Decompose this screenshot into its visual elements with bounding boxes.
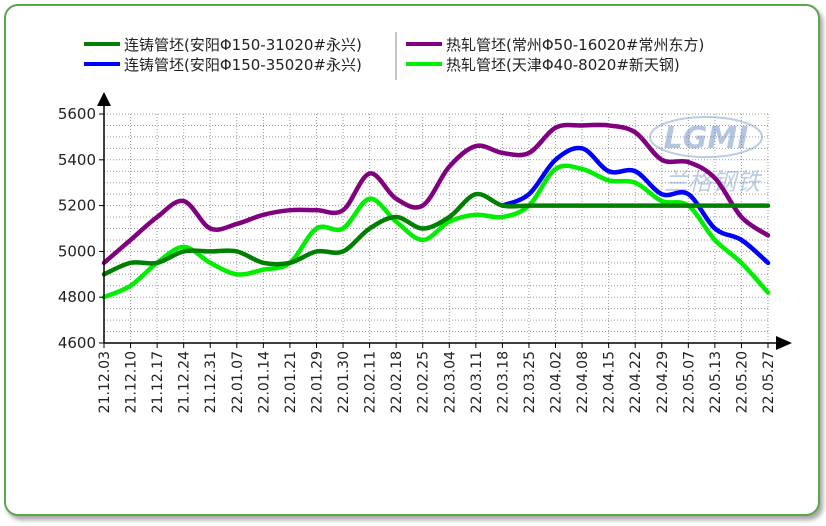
- y-tick-label: 4800: [58, 288, 96, 306]
- legend-item: 热轧管坯(常州Φ50-16020#常州东方): [406, 36, 704, 54]
- x-tick-label: 22.05.13: [708, 351, 724, 413]
- y-tick-label: 5600: [58, 105, 96, 123]
- x-tick-label: 22.02.18: [389, 351, 405, 413]
- x-tick-label: 22.05.27: [761, 351, 777, 413]
- x-tick-label: 22.03.18: [495, 351, 511, 413]
- series-lines: [101, 122, 771, 300]
- x-tick-label: 21.12.31: [203, 351, 219, 413]
- x-tick-label: 22.04.08: [575, 351, 591, 413]
- series-line: [101, 191, 771, 277]
- x-tick-label: 22.02.25: [416, 351, 432, 413]
- x-tick-label: 22.01.14: [256, 351, 272, 413]
- x-tick-label: 22.03.25: [522, 351, 538, 413]
- legend-item: 连铸管坯(安阳Φ150-35020#永兴): [84, 56, 362, 74]
- watermark: LGMI 兰格钢铁: [649, 116, 763, 196]
- y-tick-label: 5200: [58, 197, 96, 215]
- legend-item: 连铸管坯(安阳Φ150-31020#永兴): [84, 36, 362, 54]
- y-tick-label: 5400: [58, 151, 96, 169]
- y-tick-label: 4600: [58, 334, 96, 352]
- x-tick-label: 22.04.22: [628, 351, 644, 413]
- y-tick-label: 5000: [58, 242, 96, 260]
- x-tick-label: 22.04.29: [655, 351, 671, 413]
- x-tick-label: 21.12.03: [97, 351, 113, 413]
- x-tick-label: 21.12.24: [177, 351, 193, 413]
- series-line: [500, 145, 771, 266]
- legend-label: 连铸管坯(安阳Φ150-35020#永兴): [124, 56, 362, 74]
- chart-frame: [4, 4, 820, 516]
- x-tick-label: 22.03.11: [469, 351, 485, 413]
- axes: [97, 92, 792, 350]
- y-tick-labels: 4600 4800 5000 5200 5400 5600: [58, 105, 96, 352]
- series-line: [101, 122, 771, 266]
- x-tick-label: 22.02.11: [363, 351, 379, 413]
- x-tick-label: 22.01.21: [283, 351, 299, 413]
- x-tick-label: 22.01.29: [309, 351, 325, 413]
- legend-item: 热轧管坯(天津Φ40-8020#新天钢): [406, 56, 680, 74]
- watermark-logo: LGMI: [664, 121, 749, 156]
- x-tick-label: 22.04.15: [602, 351, 618, 413]
- x-tick-label: 22.03.04: [442, 351, 458, 413]
- x-tick-label: 21.12.17: [150, 351, 166, 413]
- y-axis-arrow: [97, 92, 111, 106]
- legend-label: 热轧管坯(天津Φ40-8020#新天钢): [446, 56, 680, 74]
- x-tick-label: 22.05.07: [681, 351, 697, 413]
- x-tick-label: 21.12.10: [124, 351, 140, 413]
- legend: 连铸管坯(安阳Φ150-31020#永兴) 连铸管坯(安阳Φ150-35020#永…: [84, 32, 704, 80]
- legend-label: 热轧管坯(常州Φ50-16020#常州东方): [446, 36, 704, 54]
- x-tick-label: 22.05.20: [734, 351, 750, 413]
- x-tick-labels: 21.12.03 21.12.10 21.12.17 21.12.24 21.12.31…: [97, 351, 777, 413]
- x-tick-label: 22.04.02: [549, 351, 565, 413]
- legend-label: 连铸管坯(安阳Φ150-31020#永兴): [124, 36, 362, 54]
- x-tick-label: 22.01.07: [230, 351, 246, 413]
- x-tick-label: 22.01.30: [336, 351, 352, 413]
- x-axis-arrow: [776, 336, 792, 350]
- watermark-logo-ring: [649, 116, 763, 158]
- series-line: [101, 163, 771, 300]
